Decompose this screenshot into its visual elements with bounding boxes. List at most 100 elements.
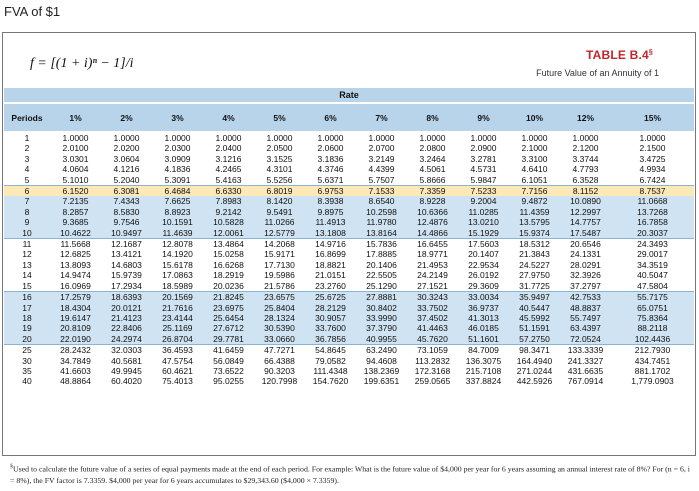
factor-cell: 26.8704: [152, 333, 203, 345]
table-row: 4 4.0604 4.1216 4.1836 4.2465 4.3101 4.3746 4.4…: [4, 164, 694, 174]
factor-cell: 8.2857: [50, 206, 101, 218]
factor-cell: 6.1051: [521, 174, 548, 185]
factor-cell: 21.4953: [417, 259, 448, 270]
factor-cell: 1.0000: [419, 133, 446, 143]
factor-cell: 1.0000: [215, 133, 242, 143]
factor-cell: 24.2149: [417, 270, 448, 281]
factor-cell: 11.4913: [305, 217, 356, 228]
formula: f = [(1 + i)ⁿ − 1]/i: [30, 56, 134, 71]
factor-cell: 21.5786: [264, 280, 295, 291]
factor-cell: 1.0000: [572, 133, 599, 143]
factor-cell: 37.3790: [356, 323, 407, 334]
factor-cell: 120.7998: [261, 376, 298, 387]
factor-cell: 3.0301: [62, 153, 89, 164]
factor-cell: 10.9497: [101, 227, 152, 239]
factor-cell: 11.0266: [254, 217, 305, 228]
factor-cell: 20.0121: [101, 302, 152, 313]
factor-cell: 8.5830: [101, 206, 152, 218]
factor-cell: 4.3746: [317, 164, 344, 175]
factor-cell: 36.4593: [152, 344, 203, 356]
factor-cell: 24.3493: [611, 238, 694, 250]
factor-cell: 46.0185: [458, 323, 509, 334]
factor-cell: 21.3843: [519, 249, 550, 260]
factor-cell: 90.3203: [264, 365, 295, 376]
factor-cell: 18.5312: [509, 238, 560, 250]
factor-cell: 41.4463: [407, 323, 458, 334]
factor-cell: 41.6603: [60, 365, 91, 376]
period-cell: 4: [24, 164, 30, 175]
page-title: FVA of $1: [4, 4, 61, 19]
factor-cell: 4.4399: [368, 164, 395, 175]
factor-cell: 27.9750: [519, 270, 550, 281]
factor-cell: 2.0600: [317, 143, 344, 154]
table-row: 16 17.2579 18.6393 20.1569 21.8245 23.6575 25.…: [4, 291, 694, 303]
factor-cell: 42.7533: [560, 291, 611, 303]
factor-cell: 20.3037: [611, 227, 694, 239]
factor-cell: 73.6522: [213, 365, 244, 376]
factor-cell: 33.9990: [356, 312, 407, 324]
table-row: 15 16.0969 17.2934 18.5989 20.0236 21.5786 23.…: [4, 281, 694, 292]
factor-cell: 138.2369: [363, 365, 400, 376]
factor-cell: 7.5233: [458, 185, 509, 197]
factor-cell: 14.9474: [60, 270, 91, 281]
factor-cell: 12.5779: [254, 227, 305, 239]
factor-cell: 10.4622: [50, 227, 101, 239]
factor-cell: 28.2129: [305, 302, 356, 313]
factor-cell: 14.4866: [407, 227, 458, 239]
factor-cell: 18.2919: [213, 270, 244, 281]
factor-cell: 12.8078: [152, 238, 203, 250]
factor-cell: 20.8109: [50, 323, 101, 334]
period-cell: 5: [24, 174, 30, 185]
factor-cell: 75.8364: [611, 312, 694, 324]
factor-cell: 6.6330: [203, 185, 254, 197]
factor-cell: 3.3744: [572, 153, 599, 164]
table-row: 7 7.2135 7.4343 7.6625 7.8983 8.1420 8.3938 8.6…: [4, 196, 694, 207]
period-cell: 9: [4, 217, 50, 228]
factor-cell: 6.9753: [305, 185, 356, 197]
period-cell: 30: [22, 355, 32, 366]
factor-cell: 8.1152: [560, 185, 611, 197]
factor-cell: 4.1836: [164, 164, 191, 175]
factor-cell: 102.4436: [611, 333, 694, 345]
factor-cell: 33.0660: [254, 333, 305, 345]
factor-cell: 15.9374: [509, 227, 560, 239]
factor-cell: 72.0524: [560, 333, 611, 345]
factor-cell: 51.1591: [509, 323, 560, 334]
factor-cell: 9.4872: [509, 196, 560, 207]
table-row: 20 22.0190 24.2974 26.8704 29.7781 33.0660 36.…: [4, 333, 694, 345]
factor-cell: 5.1010: [62, 174, 89, 185]
factor-cell: 2.0100: [62, 143, 89, 154]
factor-cell: 2.0200: [113, 143, 140, 154]
factor-cell: 14.9716: [305, 238, 356, 250]
factor-cell: 25.6725: [305, 291, 356, 303]
factor-cell: 4.6410: [521, 164, 548, 175]
factor-cell: 11.9780: [356, 217, 407, 228]
factor-cell: 15.0258: [213, 249, 244, 260]
factor-cell: 3.0604: [113, 153, 140, 164]
factor-cell: 3.1836: [317, 153, 344, 164]
factor-cell: 25.1169: [152, 323, 203, 334]
factor-cell: 8.6540: [356, 196, 407, 207]
factor-cell: 9.3685: [50, 217, 101, 228]
column-header-rate: 6%: [305, 104, 356, 131]
factor-cell: 36.7856: [305, 333, 356, 345]
factor-cell: 30.9057: [305, 312, 356, 324]
factor-cell: 98.3471: [509, 344, 560, 356]
factor-cell: 22.0190: [50, 333, 101, 345]
factor-cell: 4.2465: [215, 164, 242, 175]
factor-cell: 34.7849: [60, 355, 91, 366]
factor-cell: 8.9228: [407, 196, 458, 207]
factor-cell: 6.4684: [152, 185, 203, 197]
table-row: 13 13.8093 14.6803 15.6178 16.6268 17.7130 18.…: [4, 260, 694, 270]
table-body: 1 1.0000 1.0000 1.0000 1.0000 1.0000 1.0000 1.0…: [4, 131, 694, 387]
factor-cell: 164.4940: [516, 355, 553, 366]
factor-cell: 10.6366: [407, 206, 458, 218]
factor-cell: 16.6268: [213, 259, 244, 270]
factor-cell: 11.0285: [458, 206, 509, 218]
factor-cell: 63.4397: [560, 323, 611, 334]
factor-cell: 23.2760: [315, 280, 346, 291]
factor-cell: 18.4304: [50, 302, 101, 313]
factor-cell: 55.7175: [611, 291, 694, 303]
factor-cell: 111.4348: [313, 365, 348, 376]
table-row: 3 3.0301 3.0604 3.0909 3.1216 3.1525 3.1836 3.2…: [4, 154, 694, 164]
